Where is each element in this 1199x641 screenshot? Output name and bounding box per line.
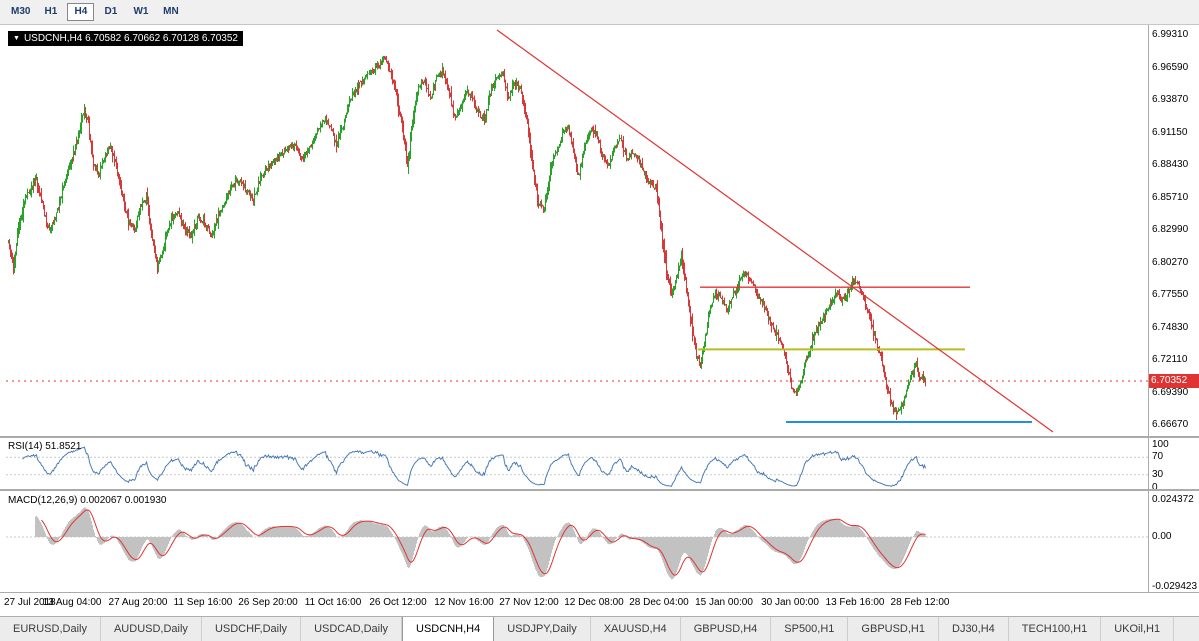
price-axis-label: 6.93870 xyxy=(1152,94,1189,105)
pane-divider[interactable] xyxy=(0,489,1199,491)
rsi-value: 51.8521 xyxy=(45,441,82,452)
candlestick-chart[interactable] xyxy=(0,25,1199,616)
symbol-timeframe-label: USDCNH,H4 xyxy=(23,33,83,44)
tab-usdcad-daily[interactable]: USDCAD,Daily xyxy=(301,617,403,641)
time-axis-label: 28 Dec 04:00 xyxy=(629,597,689,608)
time-axis-label: 28 Feb 12:00 xyxy=(890,597,950,608)
price-axis-label: 6.85710 xyxy=(1152,191,1189,203)
timeframe-button-h1[interactable]: H1 xyxy=(44,6,58,17)
time-axis-label: 11 Oct 16:00 xyxy=(304,597,362,608)
chart-area[interactable]: ▼ USDCNH,H4 6.70582 6.70662 6.70128 6.703… xyxy=(0,25,1199,616)
macd-signal-value: 0.001930 xyxy=(124,495,167,506)
price-axis-label: 6.88430 xyxy=(1152,159,1189,170)
time-axis-label: 13 Feb 16:00 xyxy=(825,597,885,608)
time-axis-label: 27 Nov 12:00 xyxy=(499,597,559,608)
rsi-axis-label: 0 xyxy=(1152,482,1158,493)
tab-xauusd-h4[interactable]: XAUUSD,H4 xyxy=(591,617,681,641)
tab-usdchf-daily[interactable]: USDCHF,Daily xyxy=(202,617,302,641)
tab-audusd-daily[interactable]: AUDUSD,Daily xyxy=(101,617,202,641)
price-axis-label: 6.69390 xyxy=(1152,386,1189,398)
rsi-name: RSI(14) xyxy=(8,441,43,452)
time-axis-label: 26 Sep 20:00 xyxy=(238,597,298,608)
macd-indicator-label: MACD(12,26,9) 0.002067 0.001930 xyxy=(8,495,166,506)
time-axis-label: 11 Sep 16:00 xyxy=(173,597,233,608)
macd-main-value: 0.002067 xyxy=(80,495,122,506)
macd-axis-label: 0.00 xyxy=(1152,531,1172,542)
chart-tabs-bar: EURUSD,Daily AUDUSD,Daily USDCHF,Daily USDC… xyxy=(0,616,1199,641)
rsi-axis-label: 30 xyxy=(1152,468,1164,480)
time-axis-label: 12 Nov 16:00 xyxy=(434,597,494,608)
time-axis-label: 12 Dec 08:00 xyxy=(564,597,624,608)
price-axis-label: 6.99310 xyxy=(1152,29,1189,40)
time-axis-label: 13 Aug 04:00 xyxy=(42,597,102,608)
tab-usdjpy-daily[interactable]: USDJPY,Daily xyxy=(494,617,591,641)
tab-sp500-h1[interactable]: SP500,H1 xyxy=(771,617,849,641)
tab-gbpusd-h4[interactable]: GBPUSD,H4 xyxy=(681,617,772,641)
tab-gbpusd-h1[interactable]: GBPUSD,H1 xyxy=(848,617,939,641)
ohlc-values: 6.70582 6.70662 6.70128 6.70352 xyxy=(85,33,238,44)
price-axis-label: 6.66670 xyxy=(1152,419,1189,430)
tab-usdcnh-h4[interactable]: USDCNH,H4 xyxy=(402,617,495,641)
price-axis-label: 6.74830 xyxy=(1152,321,1189,333)
timeframe-toolbar: M30 H1 H4 D1 W1 MN xyxy=(0,0,1199,25)
pane-divider[interactable] xyxy=(0,436,1199,438)
timeframe-button-mn[interactable]: MN xyxy=(163,6,179,17)
timeframe-button-m30[interactable]: M30 xyxy=(11,6,31,17)
timeframe-button-h4[interactable]: H4 xyxy=(67,3,95,21)
chevron-down-icon[interactable]: ▼ xyxy=(13,35,20,42)
axis-separator xyxy=(1148,25,1149,593)
price-axis-label: 6.80270 xyxy=(1152,256,1189,268)
tab-dj30-h4[interactable]: DJ30,H4 xyxy=(939,617,1009,641)
price-axis-label: 6.72110 xyxy=(1152,354,1188,365)
rsi-indicator-label: RSI(14) 51.8521 xyxy=(8,441,81,452)
symbol-info-box: ▼ USDCNH,H4 6.70582 6.70662 6.70128 6.703… xyxy=(8,31,243,46)
price-axis-label: 6.91150 xyxy=(1152,126,1188,138)
tab-ukoil-h1[interactable]: UKOil,H1 xyxy=(1101,617,1175,641)
tab-eurusd-daily[interactable]: EURUSD,Daily xyxy=(0,617,101,641)
current-price-tag: 6.70352 xyxy=(1148,374,1199,388)
time-axis-label: 15 Jan 00:00 xyxy=(695,597,753,608)
time-axis-label: 27 Aug 20:00 xyxy=(108,597,168,608)
time-axis-label: 27 Jul 2018 xyxy=(4,597,56,608)
rsi-axis-label: 100 xyxy=(1152,439,1169,450)
tab-tech100-h1[interactable]: TECH100,H1 xyxy=(1009,617,1102,641)
timeframe-button-w1[interactable]: W1 xyxy=(133,6,149,17)
timeframe-button-d1[interactable]: D1 xyxy=(104,6,118,17)
pane-divider xyxy=(0,592,1199,593)
price-axis-label: 6.82990 xyxy=(1152,224,1189,235)
price-axis-label: 6.77550 xyxy=(1152,289,1189,300)
macd-axis-label: 0.024372 xyxy=(1152,494,1194,505)
macd-axis-label: -0.029423 xyxy=(1152,581,1198,592)
price-axis-label: 6.96590 xyxy=(1152,61,1189,73)
time-axis-label: 30 Jan 00:00 xyxy=(761,597,819,608)
macd-name: MACD(12,26,9) xyxy=(8,495,78,506)
time-axis-label: 26 Oct 12:00 xyxy=(369,597,427,608)
rsi-axis-label: 70 xyxy=(1152,451,1164,463)
